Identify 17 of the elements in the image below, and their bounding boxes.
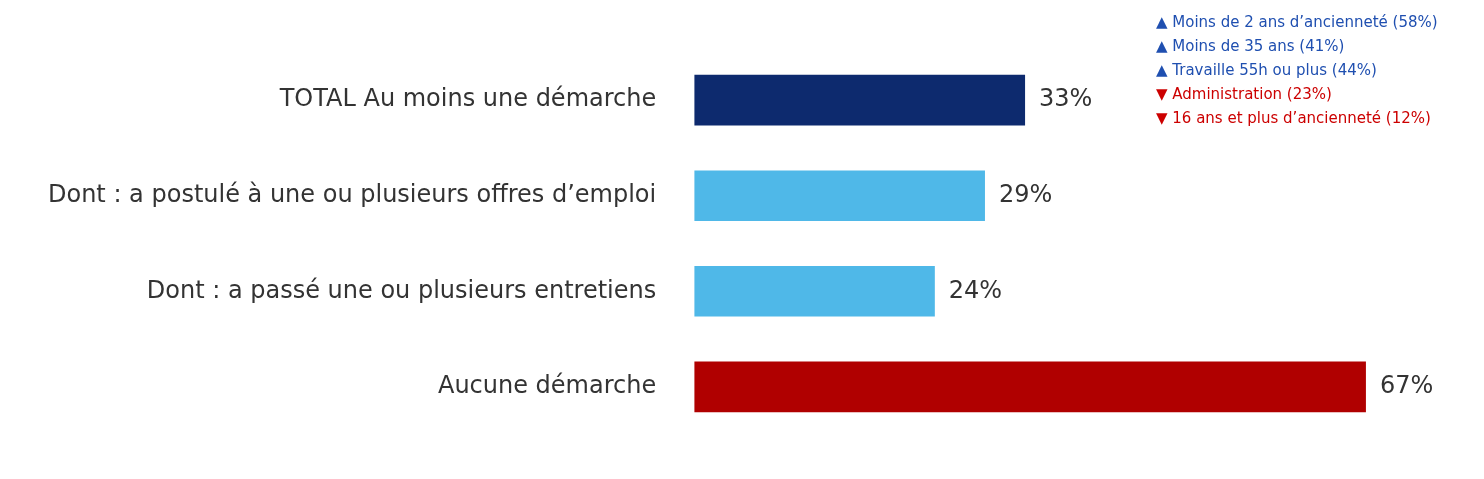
bar [694, 265, 935, 317]
annotation: ▼ Administration (23%) [1156, 84, 1333, 105]
data-label: 24% [948, 275, 1003, 304]
annotation: ▲ Travaille 55h ou plus (44%) [1156, 60, 1378, 81]
y-tick-label: Dont : a postulé à une ou plusieurs offres d’emploi [47, 179, 657, 208]
data-label: 67% [1379, 371, 1434, 400]
y-tick-label: Dont : a passé une ou plusieurs entretiens [146, 275, 657, 304]
bar [694, 361, 1366, 413]
annotation: ▲ Moins de 35 ans (41%) [1156, 36, 1346, 57]
data-label: 29% [998, 179, 1053, 208]
bar [694, 74, 1026, 126]
bar [694, 170, 985, 222]
y-tick-label: Aucune démarche [437, 371, 657, 400]
y-tick-label: TOTAL Au moins une démarche [278, 84, 657, 113]
text: ▲ Moins de 2 ans d’ancienneté (58%) [1156, 12, 1438, 33]
annotation: ▼ 16 ans et plus d’ancienneté (12%) [1156, 108, 1432, 129]
data-label: 33% [1039, 84, 1093, 113]
